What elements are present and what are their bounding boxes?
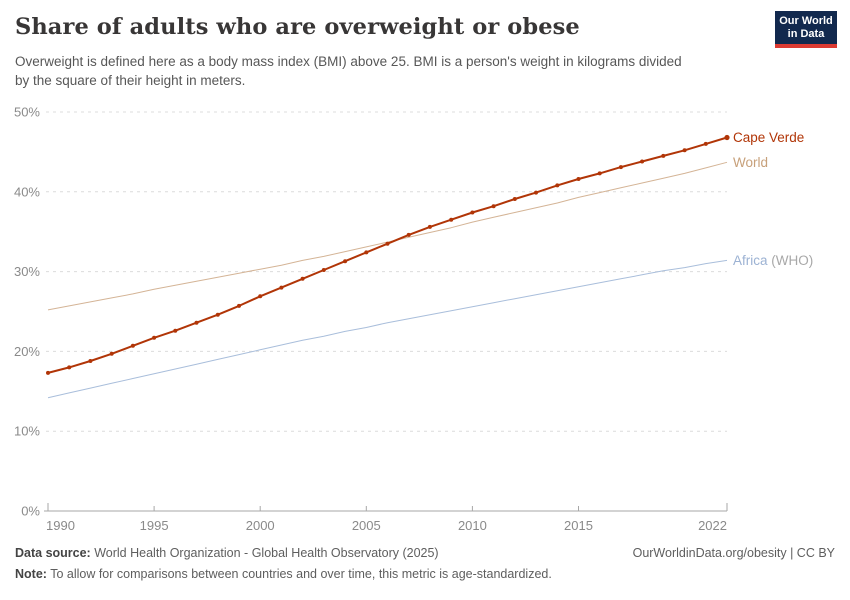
line-africa-who[interactable] — [47, 259, 728, 399]
x-tick-label: 2000 — [246, 518, 275, 533]
point-cape-verde[interactable] — [67, 365, 72, 370]
endpoint-cape-verde[interactable] — [724, 134, 730, 141]
x-tick-label: 2010 — [458, 518, 487, 533]
series-label-africa-who[interactable]: Africa (WHO) — [733, 253, 813, 268]
point-cape-verde[interactable] — [300, 276, 305, 281]
point-cape-verde[interactable] — [152, 335, 157, 340]
point-cape-verde[interactable] — [321, 268, 326, 272]
owid-logo-text: Our World in Data — [779, 15, 833, 40]
y-tick-label: 10% — [14, 424, 40, 439]
y-tick-label: 30% — [14, 264, 40, 279]
footer-note: Note: To allow for comparisons between c… — [15, 567, 552, 581]
x-tick-label: 2015 — [564, 518, 593, 533]
point-cape-verde[interactable] — [109, 351, 114, 356]
x-tick-label: 1990 — [46, 518, 75, 533]
point-cape-verde[interactable] — [682, 148, 687, 153]
point-cape-verde[interactable] — [215, 312, 220, 317]
point-cape-verde[interactable] — [661, 153, 666, 158]
y-tick-label: 50% — [14, 105, 40, 120]
x-tick-label: 2022 — [698, 518, 727, 533]
series-label-cape-verde[interactable]: Cape Verde — [733, 130, 804, 145]
point-cape-verde[interactable] — [173, 328, 178, 333]
point-cape-verde[interactable] — [597, 171, 602, 176]
page-title: Share of adults who are overweight or ob… — [15, 14, 580, 40]
point-cape-verde[interactable] — [576, 177, 581, 181]
point-cape-verde[interactable] — [88, 359, 93, 363]
point-cape-verde[interactable] — [406, 232, 411, 237]
point-cape-verde[interactable] — [258, 294, 263, 299]
chart-subtitle: Overweight is defined here as a body mas… — [15, 52, 775, 90]
footer-datasource-text: World Health Organization - Global Healt… — [94, 546, 439, 560]
point-cape-verde[interactable] — [364, 250, 369, 255]
point-cape-verde[interactable] — [427, 224, 432, 229]
footer-note-label: Note: — [15, 567, 47, 581]
point-cape-verde[interactable] — [534, 190, 538, 195]
x-tick-label: 1995 — [140, 518, 169, 533]
point-cape-verde[interactable] — [130, 343, 135, 348]
point-cape-verde[interactable] — [703, 141, 708, 146]
x-tick-label: 2005 — [352, 518, 381, 533]
point-cape-verde[interactable] — [640, 159, 645, 164]
owid-logo[interactable]: Our World in Data — [775, 11, 837, 48]
point-cape-verde[interactable] — [194, 320, 199, 325]
footer-datasource: Data source: World Health Organization -… — [15, 546, 439, 560]
y-tick-label: 40% — [14, 184, 40, 199]
y-tick-label: 0% — [21, 504, 40, 519]
line-cape-verde[interactable] — [47, 136, 728, 374]
chart-subtitle-line2: by the square of their height in meters. — [15, 73, 246, 88]
y-tick-label: 20% — [14, 344, 40, 359]
point-cape-verde[interactable] — [237, 303, 241, 308]
line-world[interactable] — [47, 161, 728, 311]
point-cape-verde[interactable] — [279, 285, 284, 290]
point-cape-verde[interactable] — [46, 370, 50, 375]
point-cape-verde[interactable] — [491, 204, 496, 209]
footer-note-text: To allow for comparisons between countri… — [50, 567, 552, 581]
point-cape-verde[interactable] — [512, 197, 517, 201]
chart-subtitle-line1: Overweight is defined here as a body mas… — [15, 54, 682, 69]
footer-rights-link[interactable]: OurWorldinData.org/obesity | CC BY — [632, 546, 835, 560]
point-cape-verde[interactable] — [343, 259, 348, 264]
point-cape-verde[interactable] — [555, 183, 560, 188]
point-cape-verde[interactable] — [618, 165, 623, 170]
point-cape-verde[interactable] — [449, 217, 454, 222]
point-cape-verde[interactable] — [385, 241, 390, 246]
series-label-world[interactable]: World — [733, 155, 768, 170]
footer-datasource-label: Data source: — [15, 546, 91, 560]
point-cape-verde[interactable] — [470, 210, 475, 215]
